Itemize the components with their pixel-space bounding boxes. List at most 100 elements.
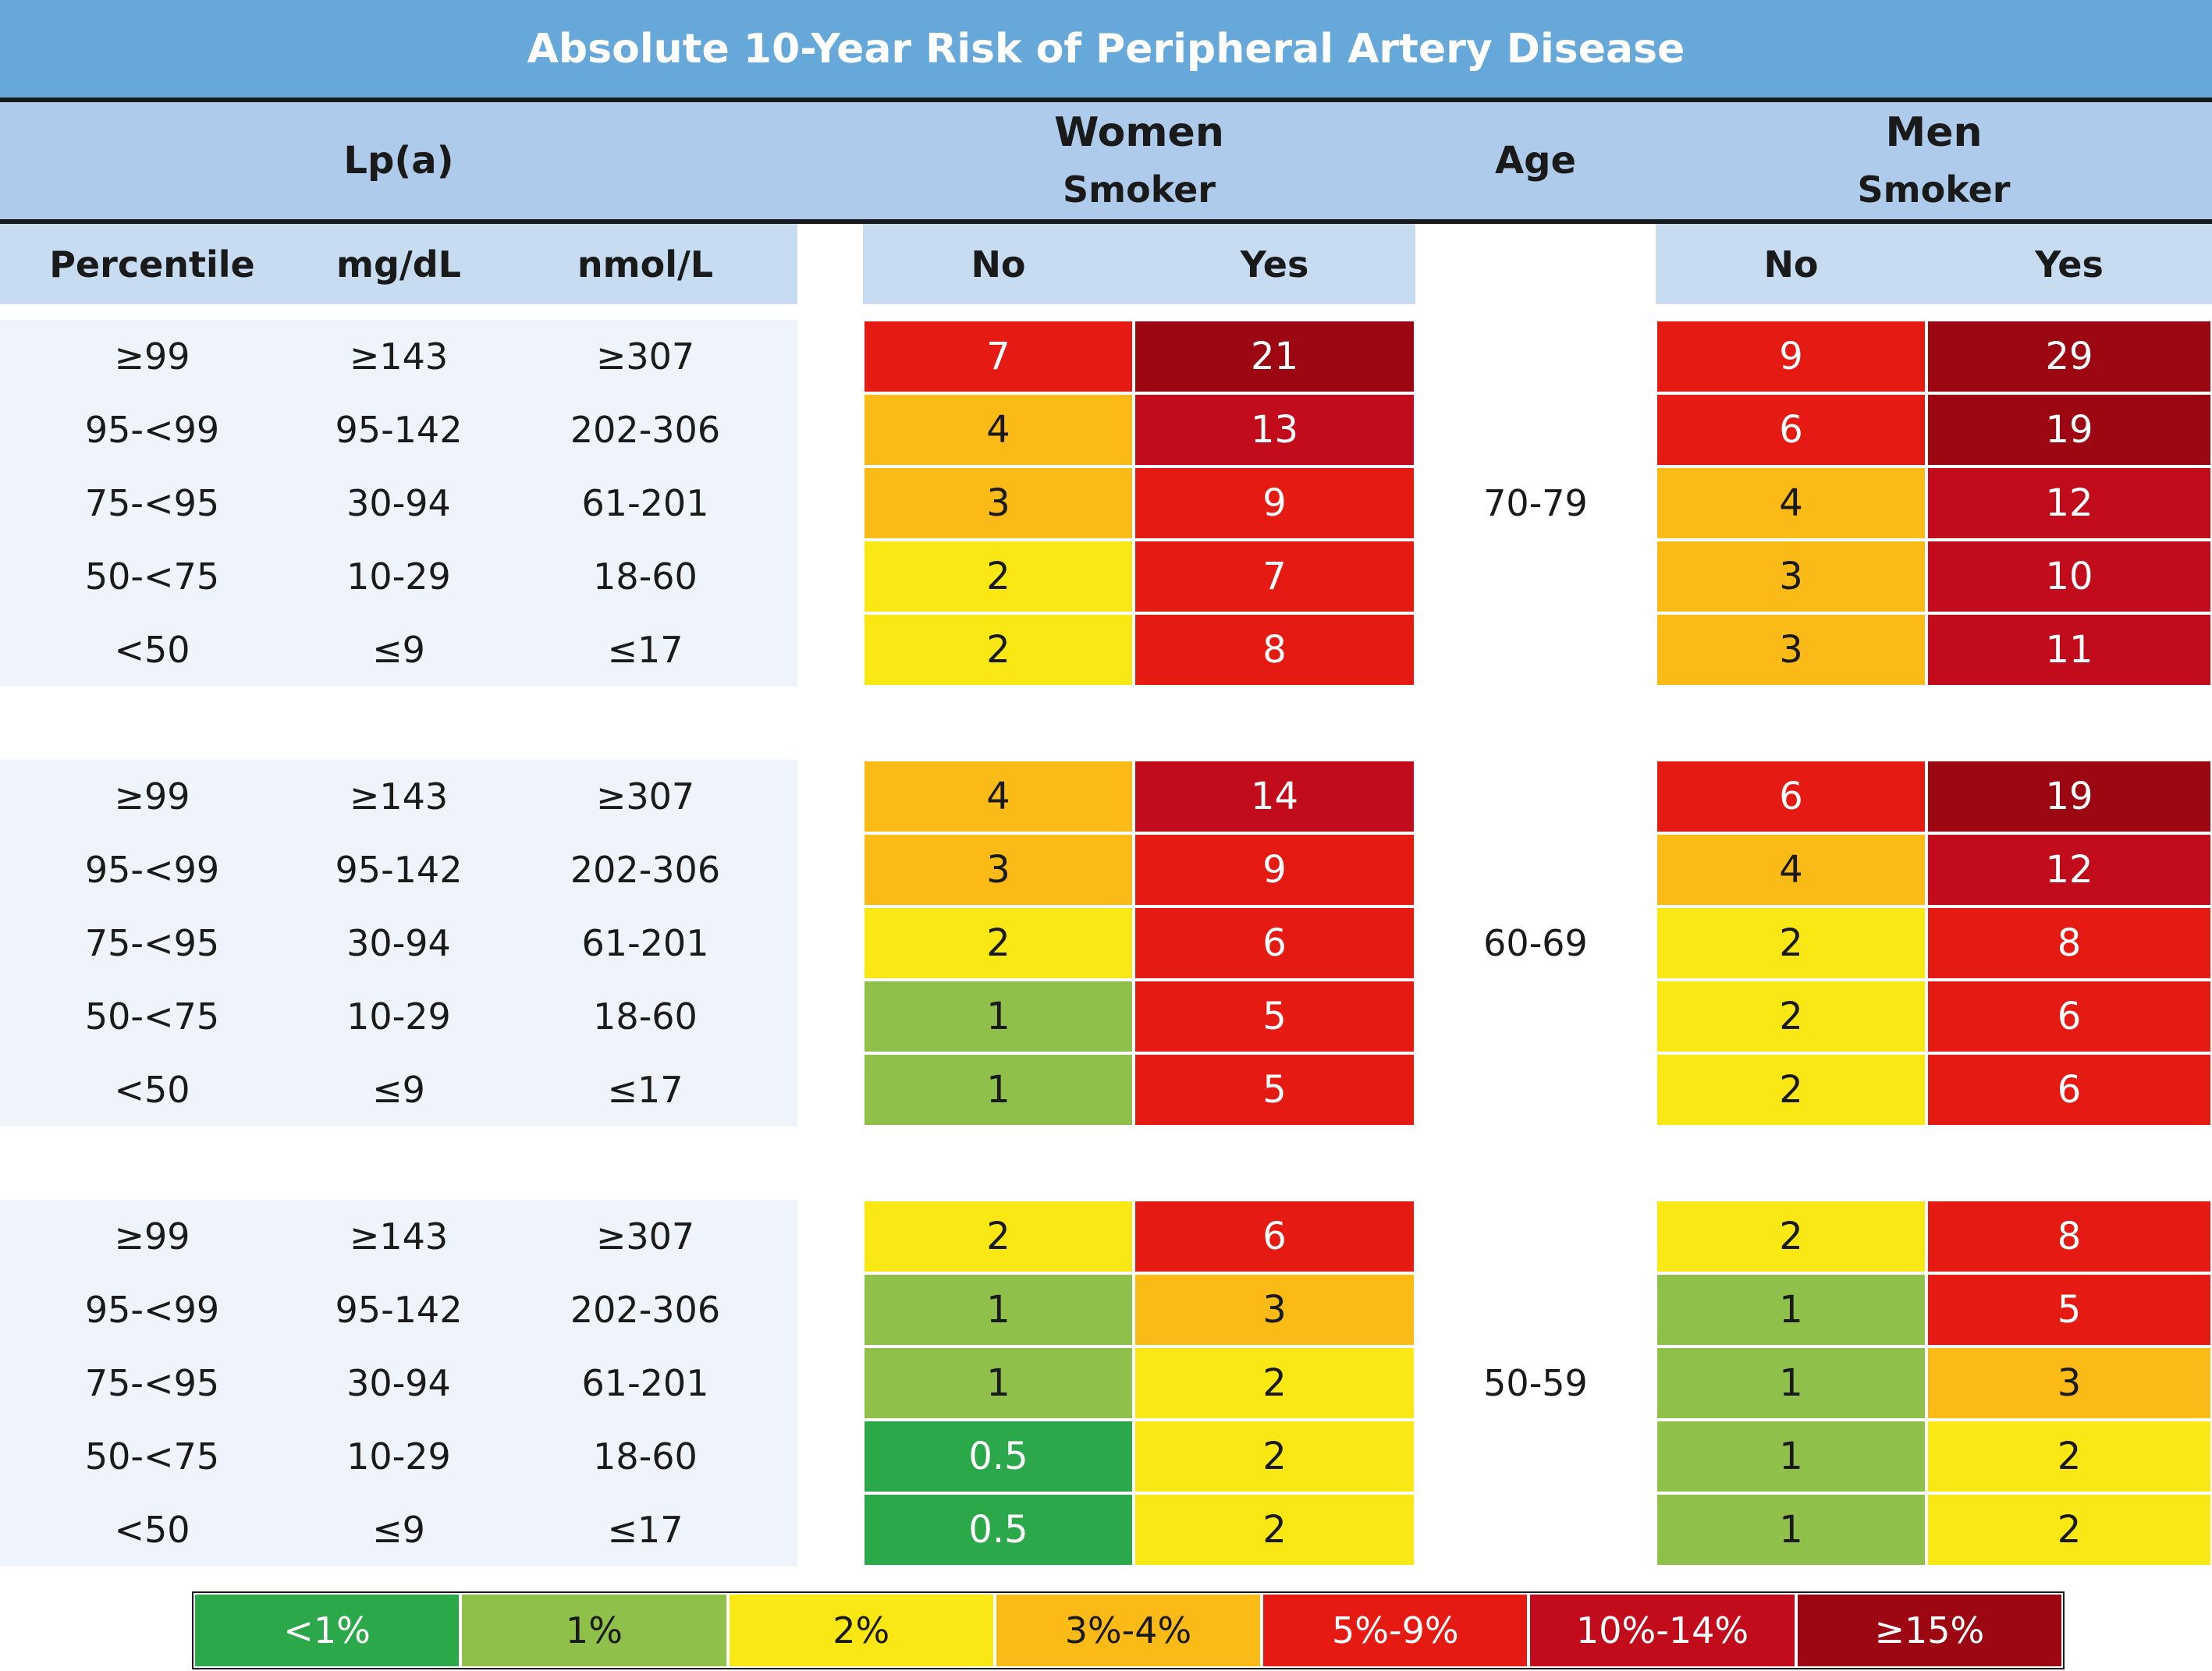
men-no-risk-cell: 2 <box>1656 906 1926 980</box>
lpa-percentile-cell: ≥99 <box>114 335 190 378</box>
lpa-mgdl-cell: 10-29 <box>346 1435 451 1478</box>
lpa-mgdl-cell: ≥143 <box>349 775 449 818</box>
lpa-nmol-cell: 61-201 <box>581 1362 709 1404</box>
women-no-risk-cell: 3 <box>863 833 1134 906</box>
women-yes-risk-cell: 3 <box>1134 1273 1415 1346</box>
women-yes-header: Yes <box>1240 243 1309 286</box>
men-yes-risk-cell: 29 <box>1926 320 2212 393</box>
men-no-risk-cell: 6 <box>1656 760 1926 833</box>
lpa-nmol-cell: 202-306 <box>570 849 721 891</box>
lpa-nmol-cell: 61-201 <box>581 922 709 964</box>
women-yes-risk-cell: 2 <box>1134 1346 1415 1420</box>
women-no-risk-cell: 2 <box>863 906 1134 980</box>
lpa-percentile-cell: <50 <box>114 629 190 671</box>
age-group-label: 70-79 <box>1483 482 1588 524</box>
women-no-risk-cell: 0.5 <box>863 1493 1134 1566</box>
women-subheader-band <box>863 224 1415 304</box>
lpa-nmol-cell: 202-306 <box>570 409 721 451</box>
men-no-risk-cell: 3 <box>1656 613 1926 686</box>
women-yes-risk-cell: 14 <box>1134 760 1415 833</box>
women-no-risk-cell: 1 <box>863 980 1134 1053</box>
age-header: Age <box>1494 139 1577 183</box>
lpa-percentile-cell: 75-<95 <box>84 1362 220 1404</box>
lpa-percentile-cell: ≥99 <box>114 775 190 818</box>
legend-item: 1% <box>460 1593 728 1668</box>
women-header: Women <box>1054 109 1224 156</box>
lpa-mgdl-cell: 10-29 <box>346 995 451 1038</box>
men-yes-risk-cell: 19 <box>1926 760 2212 833</box>
age-group-label: 50-59 <box>1483 1362 1588 1404</box>
men-no-risk-cell: 1 <box>1656 1420 1926 1493</box>
men-no-risk-cell: 2 <box>1656 1200 1926 1273</box>
lpa-percentile-cell: 50-<75 <box>84 1435 220 1478</box>
lpa-nmol-cell: 61-201 <box>581 482 709 524</box>
men-yes-risk-cell: 5 <box>1926 1273 2212 1346</box>
header-band <box>0 102 2212 219</box>
lpa-nmol-cell: ≥307 <box>595 335 695 378</box>
men-yes-risk-cell: 12 <box>1926 833 2212 906</box>
lpa-nmol-cell: ≥307 <box>595 775 695 818</box>
lpa-percentile-cell: 95-<99 <box>84 409 220 451</box>
men-yes-risk-cell: 3 <box>1926 1346 2212 1420</box>
legend-item: 3%-4% <box>994 1593 1262 1668</box>
women-yes-risk-cell: 5 <box>1134 980 1415 1053</box>
women-yes-risk-cell: 9 <box>1134 467 1415 540</box>
legend-item: 10%-14% <box>1529 1593 1796 1668</box>
men-no-risk-cell: 6 <box>1656 393 1926 467</box>
lpa-percentile-cell: 95-<99 <box>84 1289 220 1331</box>
women-yes-risk-cell: 2 <box>1134 1420 1415 1493</box>
percentile-header: Percentile <box>49 243 255 286</box>
legend-item: <1% <box>194 1593 461 1668</box>
lpa-mgdl-cell: 30-94 <box>346 922 451 964</box>
lpa-percentile-cell: <50 <box>114 1509 190 1551</box>
lpa-mgdl-cell: ≥143 <box>349 1215 449 1258</box>
lpa-nmol-cell: 18-60 <box>593 995 698 1038</box>
men-yes-header: Yes <box>2035 243 2104 286</box>
lpa-mgdl-cell: 95-142 <box>335 1289 463 1331</box>
header-divider <box>0 219 2212 224</box>
lpa-nmol-cell: ≤17 <box>607 1069 683 1111</box>
lpa-mgdl-cell: 30-94 <box>346 1362 451 1404</box>
age-group-label: 60-69 <box>1483 922 1588 964</box>
men-no-risk-cell: 1 <box>1656 1273 1926 1346</box>
women-yes-risk-cell: 6 <box>1134 906 1415 980</box>
men-yes-risk-cell: 12 <box>1926 467 2212 540</box>
men-yes-risk-cell: 2 <box>1926 1420 2212 1493</box>
nmol-header: nmol/L <box>577 243 714 286</box>
men-no-risk-cell: 9 <box>1656 320 1926 393</box>
lpa-percentile-cell: <50 <box>114 1069 190 1111</box>
women-yes-risk-cell: 13 <box>1134 393 1415 467</box>
lpa-subheader-band <box>0 224 797 304</box>
men-no-risk-cell: 1 <box>1656 1346 1926 1420</box>
men-yes-risk-cell: 2 <box>1926 1493 2212 1566</box>
women-yes-risk-cell: 2 <box>1134 1493 1415 1566</box>
lpa-mgdl-cell: ≥143 <box>349 335 449 378</box>
lpa-block-band <box>0 1200 797 1566</box>
lpa-percentile-cell: 95-<99 <box>84 849 220 891</box>
title-bar <box>0 0 2212 98</box>
men-no-risk-cell: 1 <box>1656 1493 1926 1566</box>
lpa-mgdl-cell: ≤9 <box>372 1069 425 1111</box>
men-yes-risk-cell: 8 <box>1926 1200 2212 1273</box>
women-no-header: No <box>971 243 1026 286</box>
lpa-percentile-cell: 75-<95 <box>84 482 220 524</box>
lpa-nmol-cell: 18-60 <box>593 555 698 598</box>
lpa-mgdl-cell: 95-142 <box>335 849 463 891</box>
legend-item: ≥15% <box>1795 1593 2063 1668</box>
lpa-nmol-cell: 202-306 <box>570 1289 721 1331</box>
men-no-risk-cell: 2 <box>1656 980 1926 1053</box>
lpa-mgdl-cell: ≤9 <box>372 629 425 671</box>
lpa-percentile-cell: 50-<75 <box>84 995 220 1038</box>
women-no-risk-cell: 4 <box>863 760 1134 833</box>
women-yes-risk-cell: 7 <box>1134 540 1415 613</box>
women-yes-risk-cell: 6 <box>1134 1200 1415 1273</box>
lpa-percentile-cell: 75-<95 <box>84 922 220 964</box>
women-no-risk-cell: 0.5 <box>863 1420 1134 1493</box>
women-no-risk-cell: 7 <box>863 320 1134 393</box>
men-yes-risk-cell: 19 <box>1926 393 2212 467</box>
lpa-mgdl-cell: 95-142 <box>335 409 463 451</box>
table-title: Absolute 10-Year Risk of Peripheral Arte… <box>527 25 1685 73</box>
women-smoker-header: Smoker <box>1063 169 1216 211</box>
legend-frame <box>192 1591 2065 1669</box>
men-smoker-header: Smoker <box>1857 169 2011 211</box>
